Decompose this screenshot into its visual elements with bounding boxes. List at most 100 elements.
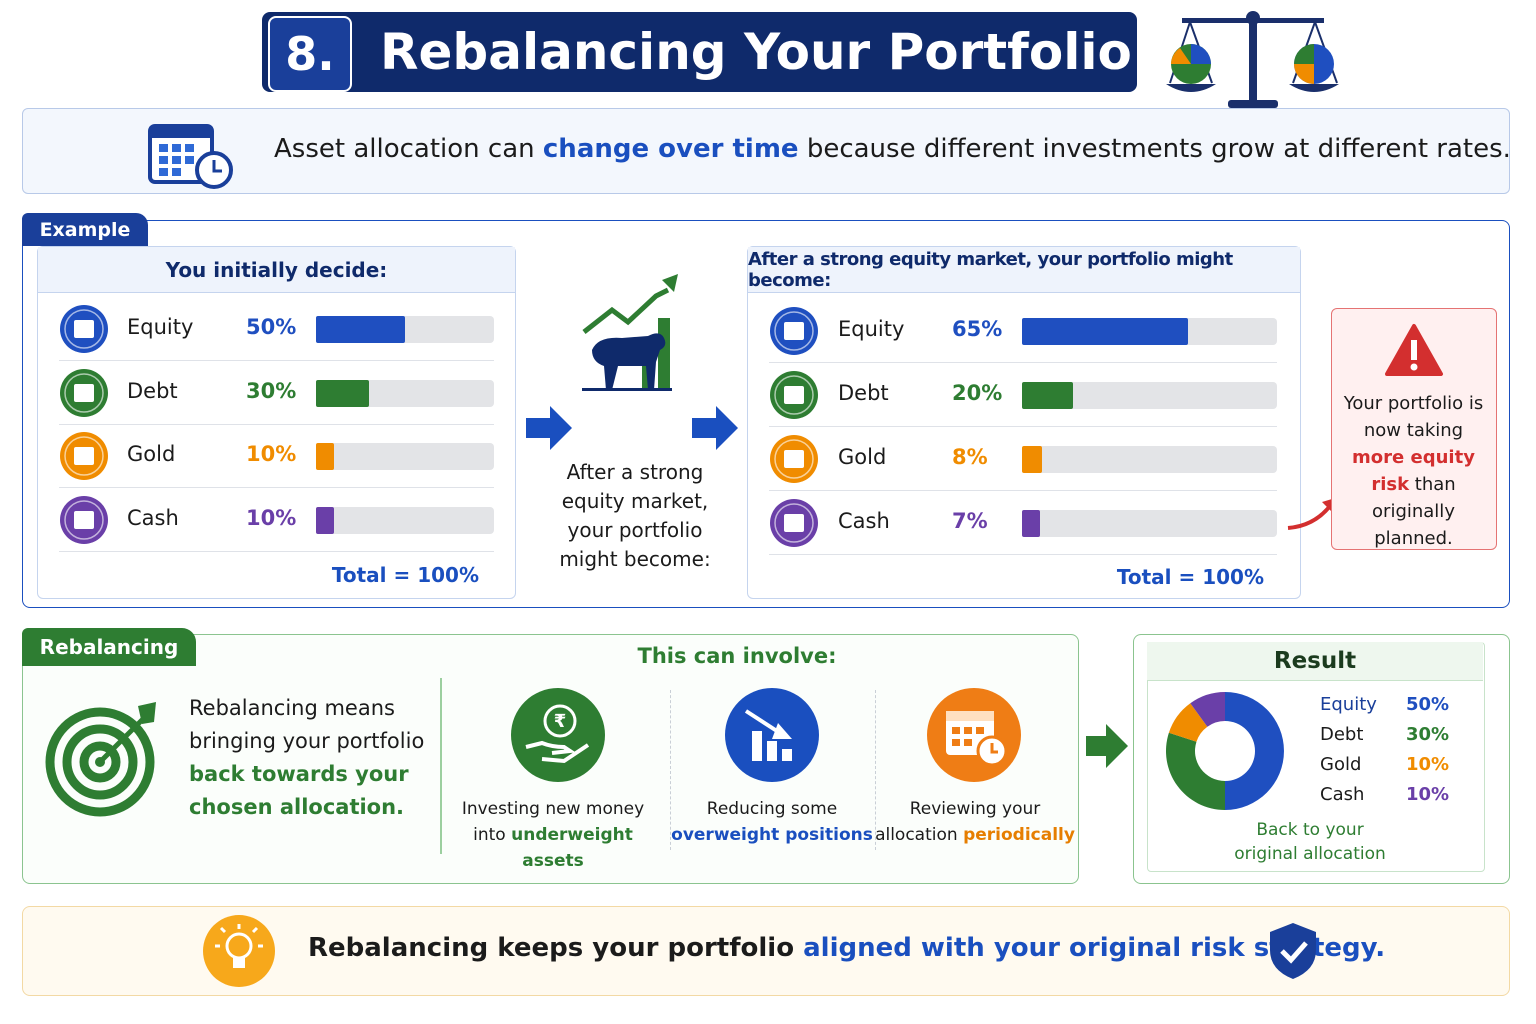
example-panel xyxy=(22,220,1510,608)
icon-glyph xyxy=(784,450,804,468)
involve-item: Investing new money into underweight ass… xyxy=(448,796,658,874)
row-separator xyxy=(59,423,494,425)
after-card: After a strong equity market, your portf… xyxy=(747,246,1301,599)
intro-after: because different investments grow at di… xyxy=(806,134,1511,164)
legend-value: 30% xyxy=(1406,724,1450,745)
asset-icon xyxy=(60,368,108,417)
bar-track xyxy=(316,316,494,343)
icon-ring xyxy=(64,436,104,476)
donut-segment xyxy=(1190,692,1225,727)
bulb-icon xyxy=(203,915,275,987)
asset-row: Equity 50% xyxy=(38,301,515,361)
row-separator xyxy=(769,426,1277,427)
asset-row: Debt 30% xyxy=(38,365,515,425)
involve-item: Reviewing your allocation periodically xyxy=(870,796,1080,848)
involve-title: This can involve: xyxy=(637,644,837,668)
icon-ring xyxy=(64,309,104,349)
icon-ring xyxy=(64,499,104,540)
flow-arrows xyxy=(526,406,738,450)
item-highlight: underweight assets xyxy=(511,825,633,871)
bar xyxy=(316,379,370,407)
bar-track xyxy=(316,443,494,470)
icon-glyph xyxy=(784,514,804,532)
asset-name: Gold xyxy=(838,445,887,469)
row-separator xyxy=(769,554,1277,555)
result-title: Result xyxy=(1147,642,1483,681)
icon-ring xyxy=(64,372,104,413)
reduce-icon xyxy=(725,688,819,782)
asset-name: Debt xyxy=(838,381,889,405)
result-caption: Back to your original allocation xyxy=(1234,820,1386,864)
bar-track xyxy=(1022,382,1277,409)
review-icon xyxy=(927,688,1021,782)
intro-box xyxy=(22,108,1510,194)
divider xyxy=(875,690,876,850)
example-tab: Example xyxy=(22,213,148,246)
icon-ring xyxy=(774,503,814,543)
row-separator xyxy=(59,487,494,488)
asset-icon xyxy=(770,435,818,483)
before-card: You initially decide: Total = 100% Equit… xyxy=(37,246,516,599)
warning-highlight: more equity risk xyxy=(1352,447,1475,495)
asset-name: Cash xyxy=(838,509,890,533)
donut-segment xyxy=(1166,732,1225,810)
row-separator xyxy=(59,550,494,552)
legend-value: 50% xyxy=(1406,694,1450,715)
description-before: Rebalancing means bringing your portfoli… xyxy=(189,696,425,753)
asset-name: Cash xyxy=(127,505,179,530)
icon-ring xyxy=(774,375,814,415)
footer-before: Rebalancing keeps your portfolio xyxy=(308,933,795,963)
asset-icon xyxy=(770,371,818,419)
icon-glyph xyxy=(74,320,94,338)
divider xyxy=(670,690,671,850)
intro-text: Asset allocation can change over time be… xyxy=(274,134,1511,164)
item-highlight: periodically xyxy=(963,825,1075,845)
asset-row: Gold 8% xyxy=(748,431,1300,491)
donut-segment xyxy=(1225,692,1284,810)
divider xyxy=(440,678,442,854)
asset-percent: 8% xyxy=(952,445,988,469)
bar xyxy=(1022,382,1073,409)
asset-row: Equity 65% xyxy=(748,303,1300,363)
warning-after: than originally planned. xyxy=(1372,474,1456,549)
asset-percent: 10% xyxy=(246,442,297,466)
asset-name: Debt xyxy=(127,378,178,403)
bull-market-icon xyxy=(582,274,678,391)
legend-value: 10% xyxy=(1406,754,1450,775)
row-separator xyxy=(59,360,494,361)
intro-before: Asset allocation can xyxy=(274,134,535,164)
calendar-icon xyxy=(148,124,233,189)
warning-before: Your portfolio is now taking xyxy=(1343,393,1484,441)
item-text: Reviewing your allocation xyxy=(875,799,1041,845)
bar xyxy=(316,316,405,343)
intro-highlight: change over time xyxy=(542,134,799,164)
asset-percent: 50% xyxy=(246,315,297,339)
footer-text: Rebalancing keeps your portfolio aligned… xyxy=(308,933,1385,963)
bar xyxy=(1022,318,1188,345)
svg-text:₹: ₹ xyxy=(554,711,567,732)
icon-glyph xyxy=(784,386,804,404)
header-banner xyxy=(262,12,1137,92)
description-highlight: back towards your chosen allocation. xyxy=(189,762,409,819)
involve-item: Reducing some overweight positions xyxy=(667,796,877,848)
middle-caption: After a strong equity market, your portf… xyxy=(559,460,711,571)
asset-icon xyxy=(60,432,108,480)
result-arrow xyxy=(1086,724,1128,768)
after-total: Total = 100% xyxy=(1116,565,1264,589)
header-number: 8. xyxy=(268,16,352,92)
bar-track xyxy=(316,379,494,407)
icon-glyph xyxy=(74,447,94,465)
asset-name: Gold xyxy=(127,442,176,466)
asset-percent: 10% xyxy=(246,505,297,530)
shield-icon xyxy=(1270,923,1316,979)
icon-ring xyxy=(774,311,814,351)
asset-name: Equity xyxy=(127,315,194,339)
bar-track xyxy=(1022,510,1277,537)
item-highlight: overweight positions xyxy=(671,825,873,845)
bar xyxy=(316,443,334,470)
target-icon xyxy=(45,702,156,817)
before-total: Total = 100% xyxy=(331,563,479,587)
asset-percent: 7% xyxy=(952,509,988,533)
asset-row: Cash 7% xyxy=(748,495,1300,555)
